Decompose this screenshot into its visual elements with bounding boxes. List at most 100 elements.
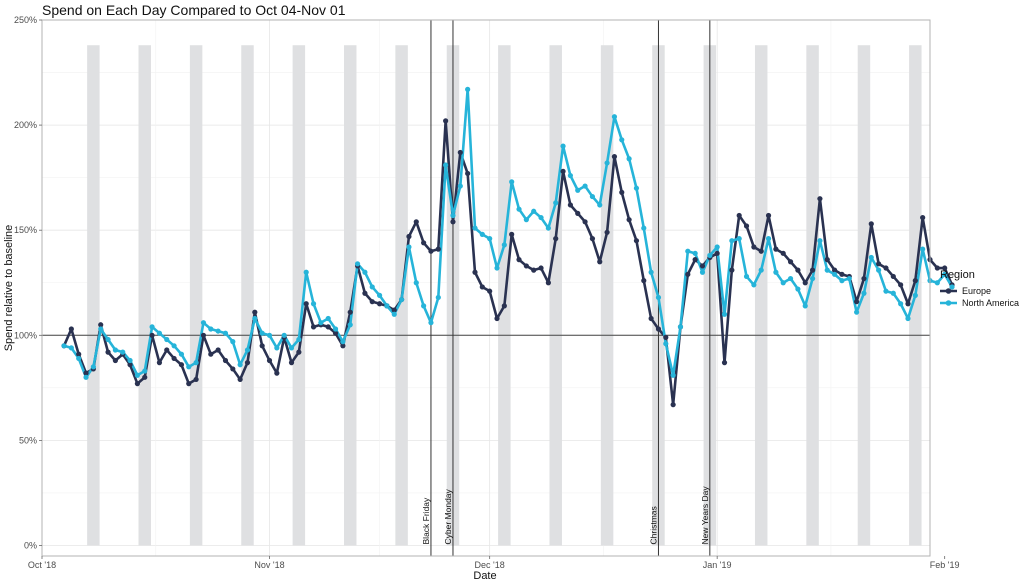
data-point (670, 372, 676, 378)
data-point (633, 238, 640, 244)
data-point (736, 212, 742, 219)
data-point (391, 311, 397, 317)
data-point (920, 246, 926, 252)
data-point (802, 280, 808, 286)
data-point (237, 376, 243, 383)
data-point (751, 282, 757, 288)
x-tick-label: Feb '19 (930, 560, 960, 570)
y-tick-label: 150% (14, 225, 37, 235)
data-point (391, 307, 397, 313)
data-point (105, 349, 111, 355)
y-tick-label: 0% (24, 540, 37, 550)
data-point (413, 280, 419, 286)
data-point (729, 267, 735, 273)
data-point (501, 242, 507, 248)
data-point (465, 86, 471, 92)
data-point (384, 303, 390, 309)
data-point (545, 225, 551, 231)
data-point (846, 275, 852, 282)
data-point (428, 248, 434, 254)
weekend-band (241, 45, 254, 546)
data-point (560, 143, 566, 149)
data-point (626, 156, 632, 162)
data-point (178, 351, 185, 357)
data-point (457, 149, 463, 156)
data-point (699, 269, 706, 275)
data-point (604, 160, 610, 166)
axes: 0% 50% 100% 150% 200% 250% Oct '18 Nov '18 Dec '… (14, 15, 960, 570)
y-axis-title: Spend relative to baseline (3, 225, 15, 352)
data-point (817, 238, 823, 244)
data-point (670, 402, 676, 408)
data-point (707, 252, 713, 259)
data-point (780, 280, 786, 286)
data-point (303, 301, 309, 307)
data-point (531, 267, 537, 273)
data-point (376, 301, 383, 307)
data-point (795, 267, 801, 273)
data-point (854, 299, 860, 305)
data-point (809, 267, 816, 273)
data-point (883, 265, 889, 271)
data-point (531, 208, 537, 214)
data-point (472, 225, 478, 231)
data-point (854, 309, 860, 315)
data-point (200, 320, 207, 326)
data-point (597, 259, 603, 265)
data-point (465, 170, 471, 177)
data-point (751, 244, 757, 250)
data-point (773, 269, 779, 275)
data-point (611, 114, 618, 120)
data-point (831, 267, 838, 273)
data-point (435, 294, 441, 301)
event-label: Black Friday (421, 497, 431, 545)
data-point (648, 315, 654, 322)
data-point (156, 360, 163, 366)
data-point (303, 269, 309, 275)
data-point (567, 202, 573, 208)
data-point (134, 372, 141, 378)
event-label: Cyber Monday (443, 488, 453, 544)
data-point (567, 172, 573, 179)
data-point (215, 328, 221, 334)
data-point (413, 219, 419, 225)
data-point (120, 349, 126, 355)
data-point (340, 343, 346, 349)
data-point (582, 219, 588, 225)
data-point (545, 280, 551, 286)
weekend-band (600, 45, 614, 546)
data-point (714, 244, 720, 250)
data-point (523, 217, 529, 223)
data-point (912, 292, 918, 298)
data-point (692, 257, 698, 263)
data-point (200, 332, 207, 338)
data-point (266, 357, 273, 364)
data-point (340, 339, 346, 345)
data-point (244, 360, 251, 366)
data-point (443, 118, 449, 124)
weekend-band (138, 45, 151, 546)
data-point (98, 322, 104, 328)
data-point (479, 284, 485, 290)
data-point (648, 269, 654, 275)
data-point (655, 326, 662, 332)
data-point (523, 263, 529, 269)
plot-frame (41, 19, 931, 557)
data-point (575, 187, 581, 193)
weekend-band (343, 45, 357, 546)
data-point (76, 351, 82, 357)
data-point (83, 370, 89, 376)
data-point (457, 183, 463, 189)
data-point (332, 326, 339, 332)
data-point (428, 320, 434, 326)
data-point (230, 366, 236, 372)
data-point (589, 193, 596, 200)
data-point (310, 324, 317, 330)
legend: Region Europe North America (940, 269, 1019, 308)
data-point (325, 324, 331, 330)
data-point (68, 345, 74, 351)
weekend-band (549, 45, 562, 546)
data-point (861, 275, 867, 282)
series-points (61, 86, 955, 408)
